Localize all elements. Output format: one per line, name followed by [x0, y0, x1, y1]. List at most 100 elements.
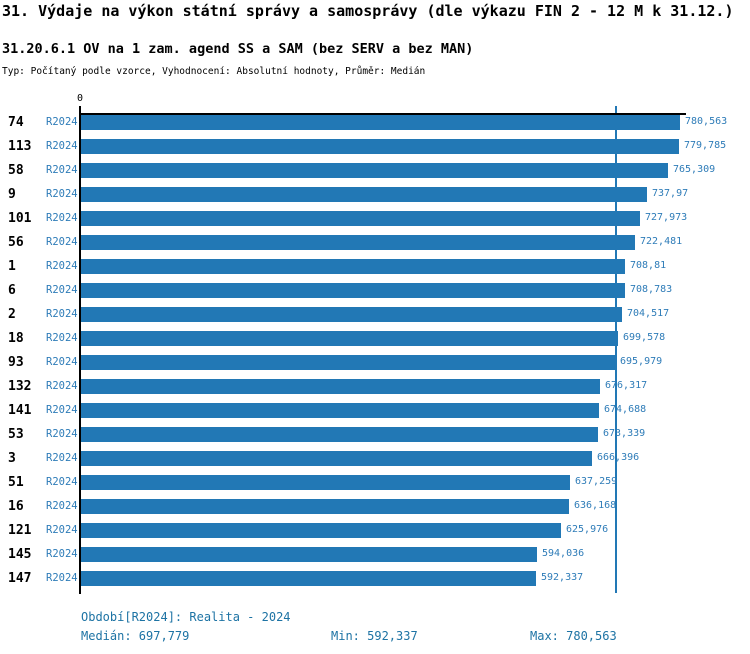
row-category-label: 16 — [8, 499, 24, 514]
chart-row: 56 R2024 722,481 — [0, 235, 750, 250]
chart-row: 145 R2024 594,036 — [0, 547, 750, 562]
row-category-label: 74 — [8, 115, 24, 130]
row-series-label: R2024 — [46, 548, 78, 560]
bar-value-label: 674,688 — [604, 404, 647, 415]
bar — [81, 163, 668, 178]
chart-row: 16 R2024 636,168 — [0, 499, 750, 514]
row-series-label: R2024 — [46, 356, 78, 368]
bar — [81, 115, 680, 130]
bar — [81, 547, 537, 562]
chart-row: 132 R2024 676,317 — [0, 379, 750, 394]
row-series-label: R2024 — [46, 476, 78, 488]
bar-value-label: 704,517 — [627, 308, 670, 319]
bar — [81, 139, 679, 154]
row-category-label: 93 — [8, 355, 24, 370]
bar — [81, 211, 640, 226]
chart-row: 93 R2024 695,979 — [0, 355, 750, 370]
bar — [81, 355, 615, 370]
bar — [81, 475, 570, 490]
row-category-label: 121 — [8, 523, 32, 538]
row-series-label: R2024 — [46, 500, 78, 512]
row-series-label: R2024 — [46, 572, 78, 584]
row-category-label: 18 — [8, 331, 24, 346]
bar-value-label: 637,259 — [575, 476, 618, 487]
bar-value-label: 673,339 — [603, 428, 646, 439]
row-category-label: 113 — [8, 139, 32, 154]
period-label: Období[R2024]: Realita - 2024 — [81, 610, 291, 624]
bar — [81, 283, 625, 298]
row-series-label: R2024 — [46, 428, 78, 440]
bar-value-label: 625,976 — [566, 524, 609, 535]
row-series-label: R2024 — [46, 332, 78, 344]
row-category-label: 101 — [8, 211, 32, 226]
chart-row: 147 R2024 592,337 — [0, 571, 750, 586]
median-line — [615, 106, 617, 593]
row-series-label: R2024 — [46, 284, 78, 296]
row-series-label: R2024 — [46, 308, 78, 320]
chart-row: 6 R2024 708,783 — [0, 283, 750, 298]
row-series-label: R2024 — [46, 524, 78, 536]
row-series-label: R2024 — [46, 380, 78, 392]
row-category-label: 132 — [8, 379, 32, 394]
chart-row: 58 R2024 765,309 — [0, 163, 750, 178]
chart-row: 51 R2024 637,259 — [0, 475, 750, 490]
row-series-label: R2024 — [46, 452, 78, 464]
bar-value-label: 779,785 — [684, 140, 727, 151]
bar-value-label: 676,317 — [605, 380, 648, 391]
chart-row: 121 R2024 625,976 — [0, 523, 750, 538]
row-category-label: 1 — [8, 259, 16, 274]
bar — [81, 499, 569, 514]
bar — [81, 235, 635, 250]
chart-row: 74 R2024 780,563 — [0, 115, 750, 130]
row-category-label: 145 — [8, 547, 32, 562]
row-series-label: R2024 — [46, 404, 78, 416]
page-title: 31. Výdaje na výkon státní správy a samo… — [2, 2, 734, 20]
chart-row: 2 R2024 704,517 — [0, 307, 750, 322]
row-series-label: R2024 — [46, 260, 78, 272]
max-stat: Max: 780,563 — [530, 629, 617, 643]
bar — [81, 307, 622, 322]
row-category-label: 141 — [8, 403, 32, 418]
chart-row: 113 R2024 779,785 — [0, 139, 750, 154]
bar-value-label: 708,783 — [630, 284, 673, 295]
row-category-label: 147 — [8, 571, 32, 586]
row-series-label: R2024 — [46, 164, 78, 176]
x-axis-zero-tick — [79, 106, 81, 114]
bar — [81, 451, 592, 466]
chart-row: 101 R2024 727,973 — [0, 211, 750, 226]
row-category-label: 51 — [8, 475, 24, 490]
bar — [81, 427, 598, 442]
bar — [81, 379, 600, 394]
row-series-label: R2024 — [46, 188, 78, 200]
row-category-label: 3 — [8, 451, 16, 466]
bar-value-label: 708,81 — [630, 260, 667, 271]
bar — [81, 571, 536, 586]
row-category-label: 56 — [8, 235, 24, 250]
chart-row: 53 R2024 673,339 — [0, 427, 750, 442]
row-category-label: 9 — [8, 187, 16, 202]
bar-value-label: 695,979 — [620, 356, 663, 367]
row-category-label: 58 — [8, 163, 24, 178]
bar — [81, 403, 599, 418]
min-stat: Min: 592,337 — [331, 629, 418, 643]
x-axis-zero-label: 0 — [76, 93, 84, 104]
chart-row: 3 R2024 666,396 — [0, 451, 750, 466]
bar-value-label: 727,973 — [645, 212, 688, 223]
row-series-label: R2024 — [46, 140, 78, 152]
bar-value-label: 765,309 — [673, 164, 716, 175]
bar-value-label: 592,337 — [541, 572, 584, 583]
indicator-subtitle: 31.20.6.1 OV na 1 zam. agend SS a SAM (b… — [2, 41, 474, 57]
bar-value-label: 780,563 — [685, 116, 728, 127]
bar — [81, 523, 561, 538]
chart-row: 141 R2024 674,688 — [0, 403, 750, 418]
y-axis-line — [79, 113, 81, 594]
chart-row: 18 R2024 699,578 — [0, 331, 750, 346]
bar — [81, 187, 647, 202]
bar — [81, 331, 618, 346]
chart-row: 1 R2024 708,81 — [0, 259, 750, 274]
row-category-label: 6 — [8, 283, 16, 298]
row-series-label: R2024 — [46, 236, 78, 248]
bar-value-label: 666,396 — [597, 452, 640, 463]
bar-value-label: 722,481 — [640, 236, 683, 247]
